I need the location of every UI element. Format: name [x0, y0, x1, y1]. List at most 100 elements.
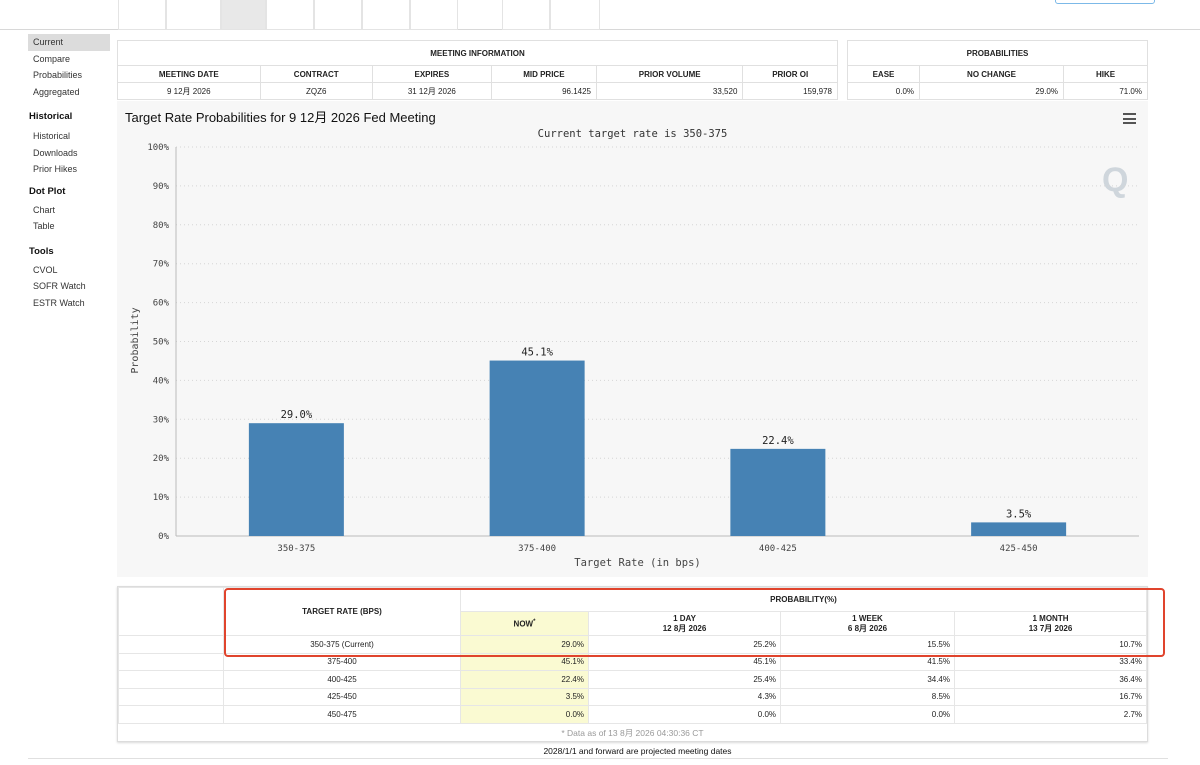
sidebar-heading-dot-plot: Dot Plot: [29, 185, 66, 197]
contract: ZQZ6: [259, 82, 373, 100]
top-tab[interactable]: [266, 0, 314, 30]
target-rate-header: TARGET RATE (BPS): [223, 587, 461, 636]
bar: [971, 522, 1067, 536]
x-tick-label: 350-375: [277, 544, 315, 554]
probabilities-caption: PROBABILITIES: [847, 40, 1148, 66]
data-label: 3.5%: [1006, 508, 1032, 520]
rate-cell: 425-450: [223, 687, 461, 706]
y-axis-title: Probability: [130, 307, 141, 373]
week-cell: 34.4%: [780, 670, 955, 689]
sidebar-heading-tools: Tools: [29, 245, 54, 257]
now-cell: 45.1%: [460, 652, 589, 671]
top-tab-active[interactable]: [221, 0, 266, 30]
column-header: PRIOR OI: [742, 65, 838, 83]
rate-cell: 350-375 (Current): [223, 635, 461, 654]
meeting-info-caption: MEETING INFORMATION: [117, 40, 838, 66]
table-row: 350-375 (Current) 29.0% 25.2% 15.5% 10.7…: [118, 635, 1147, 654]
sidebar-item-compare[interactable]: Compare: [33, 53, 71, 64]
top-right-button[interactable]: [1055, 0, 1155, 4]
day-cell: 0.0%: [588, 705, 781, 724]
y-tick-label: 90%: [153, 182, 170, 192]
data-label: 22.4%: [762, 435, 794, 447]
hike-value: 71.0%: [1063, 82, 1148, 100]
y-tick-label: 0%: [158, 532, 169, 542]
sidebar-item-prior-hikes[interactable]: Prior Hikes: [33, 164, 78, 174]
top-tab[interactable]: [502, 0, 550, 30]
day-cell: 4.3%: [588, 687, 781, 706]
expires: 31 12月 2026: [371, 82, 492, 100]
top-tab[interactable]: [166, 0, 221, 30]
probability-chart: Target Rate Probabilities for 9 12月 2026…: [117, 101, 1148, 577]
bar: [248, 423, 344, 536]
table-row: 400-425 22.4% 25.4% 34.4% 36.4%: [118, 670, 1147, 689]
data-timestamp-note: * Data as of 13 8月 2026 04:30:36 CT: [561, 728, 704, 738]
column-header: CONTRACT: [259, 65, 373, 83]
sidebar-item-downloads[interactable]: Downloads: [33, 147, 78, 158]
y-tick-label: 10%: [153, 493, 170, 503]
rate-cell: 375-400: [223, 652, 461, 671]
y-tick-label: 60%: [153, 299, 170, 309]
top-tab[interactable]: [314, 0, 362, 30]
column-header: NO CHANGE: [919, 65, 1064, 83]
day-cell: 25.4%: [588, 670, 781, 689]
sidebar-item-chart[interactable]: Chart: [33, 204, 56, 215]
week-cell: 41.5%: [780, 652, 955, 671]
month-cell: 33.4%: [954, 652, 1147, 671]
sidebar-item-sofr-watch[interactable]: SOFR Watch: [33, 281, 86, 291]
table-row: 450-475 0.0% 0.0% 0.0% 2.7%: [118, 705, 1147, 724]
sidebar-item-cvol[interactable]: CVOL: [33, 264, 58, 275]
one-week-header: 1 WEEK 6 8月 2026: [780, 611, 955, 636]
bar: [730, 448, 826, 536]
month-cell: 2.7%: [954, 705, 1147, 724]
column-header: EASE: [847, 65, 920, 83]
divider: [28, 758, 1168, 759]
top-tab[interactable]: [410, 0, 458, 30]
column-header: HIKE: [1063, 65, 1148, 83]
sidebar-item-estr-watch[interactable]: ESTR Watch: [33, 297, 85, 308]
probabilities-table: PROBABILITIES EASE NO CHANGE HIKE 0.0% 2…: [847, 40, 1148, 100]
y-tick-label: 50%: [153, 338, 170, 348]
y-tick-label: 70%: [153, 260, 170, 270]
one-month-header: 1 MONTH 13 7月 2026: [954, 611, 1147, 636]
sidebar-item-current[interactable]: Current: [28, 34, 110, 51]
now-cell: 0.0%: [460, 705, 589, 724]
top-tab[interactable]: [118, 0, 166, 30]
month-cell: 36.4%: [954, 670, 1147, 689]
week-cell: 0.0%: [780, 705, 955, 724]
month-cell: 16.7%: [954, 687, 1147, 706]
chart-subtitle: Current target rate is 350-375: [537, 128, 728, 140]
ease-value: 0.0%: [847, 82, 920, 100]
sidebar-item-historical[interactable]: Historical: [33, 131, 71, 141]
day-cell: 45.1%: [588, 652, 781, 671]
x-tick-label: 375-400: [518, 544, 556, 554]
y-tick-label: 20%: [153, 454, 170, 464]
top-tab[interactable]: [362, 0, 410, 30]
column-header: MID PRICE: [490, 65, 598, 83]
month-cell: 10.7%: [954, 635, 1147, 654]
now-header: NOW*: [460, 611, 589, 636]
meeting-date: 9 12月 2026: [117, 82, 261, 100]
one-day-header: 1 DAY 12 8月 2026: [588, 611, 781, 636]
empty-cell: [118, 587, 224, 636]
x-tick-label: 425-450: [1000, 544, 1038, 554]
sidebar-heading-historical: Historical: [29, 111, 73, 122]
bar-chart-svg: 0% 10% 20% 30% 40% 50% 60% 70% 80% 90% 100% 29.0% 35…: [130, 143, 1139, 569]
column-header: MEETING DATE: [117, 65, 261, 83]
rate-probability-panel: TARGET RATE (BPS) PROBABILITY(%) NOW* 1 …: [117, 586, 1148, 742]
y-tick-label: 30%: [153, 415, 170, 425]
no-change-value: 29.0%: [919, 82, 1064, 100]
sidebar-item-table[interactable]: Table: [33, 221, 55, 231]
sidebar: Current Compare Probabilities Aggregated…: [28, 34, 110, 311]
sidebar-item-probabilities[interactable]: Probabilities: [33, 70, 83, 80]
top-tab[interactable]: [550, 0, 600, 30]
column-header: PRIOR VOLUME: [595, 65, 744, 83]
x-tick-label: 400-425: [759, 544, 797, 554]
table-row: 425-450 3.5% 4.3% 8.5% 16.7%: [118, 687, 1147, 706]
prior-volume: 33,520: [595, 82, 744, 100]
sidebar-item-aggregated[interactable]: Aggregated: [33, 86, 80, 97]
now-cell: 3.5%: [460, 687, 589, 706]
rate-cell: 400-425: [223, 670, 461, 689]
bar: [489, 360, 585, 536]
hamburger-menu-icon[interactable]: [1123, 113, 1136, 124]
y-tick-label: 80%: [153, 221, 170, 231]
